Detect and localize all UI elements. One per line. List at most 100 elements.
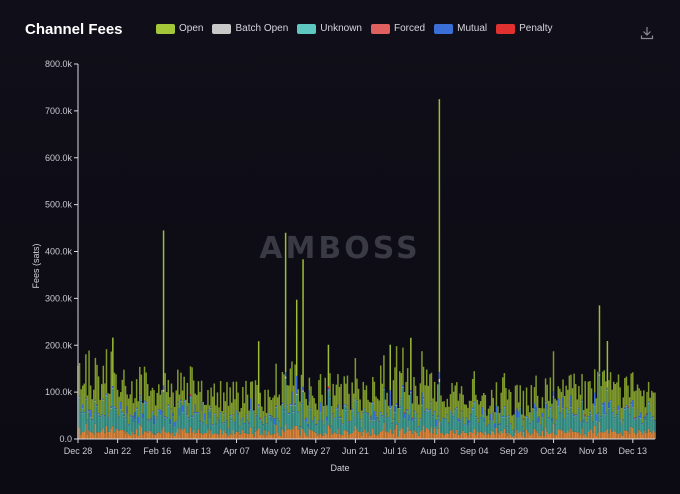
- bar-segment-mutual[interactable]: [153, 415, 155, 424]
- bar-segment-mutual[interactable]: [173, 422, 176, 427]
- bar-segment-open[interactable]: [367, 399, 369, 414]
- bar-segment-mutual[interactable]: [264, 416, 266, 418]
- bar-segment-batch-open[interactable]: [603, 414, 605, 415]
- bar-segment-forced[interactable]: [489, 434, 491, 439]
- bar-segment-forced[interactable]: [85, 423, 87, 439]
- bar-segment-mutual[interactable]: [628, 413, 631, 415]
- bar-segment-mutual[interactable]: [592, 421, 594, 423]
- bar-segment-forced[interactable]: [494, 434, 496, 439]
- bar-segment-open[interactable]: [524, 415, 526, 431]
- bar-segment-mutual[interactable]: [397, 422, 399, 424]
- bar-segment-open[interactable]: [281, 371, 284, 403]
- bar-segment-mutual[interactable]: [578, 407, 580, 409]
- bar-segment-open[interactable]: [368, 401, 371, 423]
- bar-segment-forced[interactable]: [538, 436, 540, 439]
- bar-segment-mutual[interactable]: [121, 411, 124, 414]
- bar-segment-unknown[interactable]: [213, 415, 216, 434]
- bar-segment-open[interactable]: [528, 412, 531, 424]
- bar-segment-open[interactable]: [91, 399, 93, 420]
- bar-segment-open[interactable]: [327, 344, 330, 387]
- bar-segment-forced[interactable]: [565, 432, 567, 439]
- bar-segment-unknown[interactable]: [78, 398, 81, 428]
- bar-segment-unknown[interactable]: [614, 418, 617, 432]
- bar-segment-mutual[interactable]: [134, 412, 136, 419]
- bar-segment-mutual[interactable]: [289, 403, 292, 406]
- bar-segment-forced[interactable]: [571, 431, 574, 439]
- bar-segment-open[interactable]: [324, 377, 327, 406]
- bar-segment-forced[interactable]: [341, 435, 344, 439]
- bar-segment-open[interactable]: [189, 366, 192, 395]
- bar-segment-open[interactable]: [535, 375, 537, 408]
- bar-segment-mutual[interactable]: [429, 408, 431, 411]
- bar-segment-mutual[interactable]: [459, 420, 461, 421]
- bar-segment-mutual[interactable]: [238, 425, 241, 427]
- bar-segment-mutual[interactable]: [574, 414, 577, 416]
- bar-segment-batch-open[interactable]: [124, 419, 127, 421]
- bar-segment-open[interactable]: [300, 374, 303, 404]
- bar-segment-mutual[interactable]: [449, 410, 452, 412]
- bar-segment-forced[interactable]: [97, 432, 100, 439]
- bar-segment-penalty[interactable]: [627, 406, 629, 408]
- bar-segment-unknown[interactable]: [335, 409, 338, 434]
- bar-segment-forced[interactable]: [654, 432, 656, 439]
- bar-segment-mutual[interactable]: [465, 417, 468, 419]
- bar-segment-unknown[interactable]: [611, 413, 613, 432]
- bar-segment-batch-open[interactable]: [257, 406, 260, 408]
- bar-segment-batch-open[interactable]: [549, 408, 552, 409]
- bar-segment-unknown[interactable]: [459, 421, 461, 435]
- bar-segment-open[interactable]: [454, 385, 456, 409]
- bar-segment-mutual[interactable]: [148, 419, 151, 421]
- bar-segment-mutual[interactable]: [112, 386, 114, 389]
- bar-segment-batch-open[interactable]: [164, 417, 166, 419]
- bar-segment-open[interactable]: [234, 399, 236, 422]
- bar-segment-unknown[interactable]: [229, 416, 231, 434]
- bar-segment-open[interactable]: [609, 372, 612, 401]
- bar-segment-unknown[interactable]: [121, 413, 124, 431]
- bar-segment-mutual[interactable]: [481, 407, 483, 415]
- bar-segment-mutual[interactable]: [644, 415, 647, 420]
- bar-segment-open[interactable]: [446, 398, 449, 415]
- bar-segment-mutual[interactable]: [243, 423, 246, 424]
- bar-segment-unknown[interactable]: [497, 425, 499, 433]
- bar-segment-forced[interactable]: [513, 435, 515, 439]
- bar-segment-unknown[interactable]: [230, 420, 233, 435]
- bar-segment-unknown[interactable]: [533, 409, 536, 429]
- bar-segment-open[interactable]: [219, 381, 222, 413]
- bar-segment-unknown[interactable]: [400, 399, 403, 429]
- bar-segment-batch-open[interactable]: [104, 416, 106, 417]
- bar-segment-forced[interactable]: [219, 429, 222, 439]
- bar-segment-forced[interactable]: [505, 432, 507, 439]
- bar-segment-mutual[interactable]: [614, 417, 617, 419]
- bar-segment-open[interactable]: [586, 408, 588, 423]
- bar-segment-penalty[interactable]: [584, 414, 586, 416]
- bar-segment-mutual[interactable]: [273, 418, 276, 425]
- bar-segment-forced[interactable]: [448, 433, 450, 439]
- bar-segment-open[interactable]: [403, 391, 406, 413]
- bar-segment-mutual[interactable]: [606, 387, 609, 390]
- bar-segment-batch-open[interactable]: [139, 396, 141, 398]
- bar-segment-open[interactable]: [503, 373, 506, 407]
- bar-segment-batch-open[interactable]: [251, 410, 254, 412]
- bar-segment-forced[interactable]: [291, 428, 293, 439]
- download-icon[interactable]: [640, 26, 654, 40]
- bar-segment-mutual[interactable]: [311, 420, 314, 422]
- bar-segment-mutual[interactable]: [536, 417, 539, 423]
- bar-segment-unknown[interactable]: [620, 425, 623, 436]
- bar-segment-mutual[interactable]: [605, 413, 607, 415]
- bar-segment-mutual[interactable]: [167, 404, 170, 406]
- bar-segment-mutual[interactable]: [619, 419, 621, 421]
- bar-segment-forced[interactable]: [299, 435, 301, 439]
- bar-segment-unknown[interactable]: [299, 427, 301, 436]
- bar-segment-batch-open[interactable]: [281, 403, 284, 405]
- bar-segment-open[interactable]: [267, 389, 269, 414]
- bar-segment-batch-open[interactable]: [379, 413, 382, 415]
- bar-segment-open[interactable]: [292, 385, 295, 411]
- bar-segment-mutual[interactable]: [356, 400, 358, 402]
- bar-segment-forced[interactable]: [535, 431, 537, 439]
- bar-segment-open[interactable]: [126, 394, 128, 406]
- bar-segment-open[interactable]: [551, 403, 553, 419]
- bar-segment-unknown[interactable]: [197, 413, 200, 430]
- bar-segment-batch-open[interactable]: [395, 405, 398, 406]
- bar-segment-open[interactable]: [89, 385, 92, 410]
- bar-segment-open[interactable]: [338, 386, 341, 417]
